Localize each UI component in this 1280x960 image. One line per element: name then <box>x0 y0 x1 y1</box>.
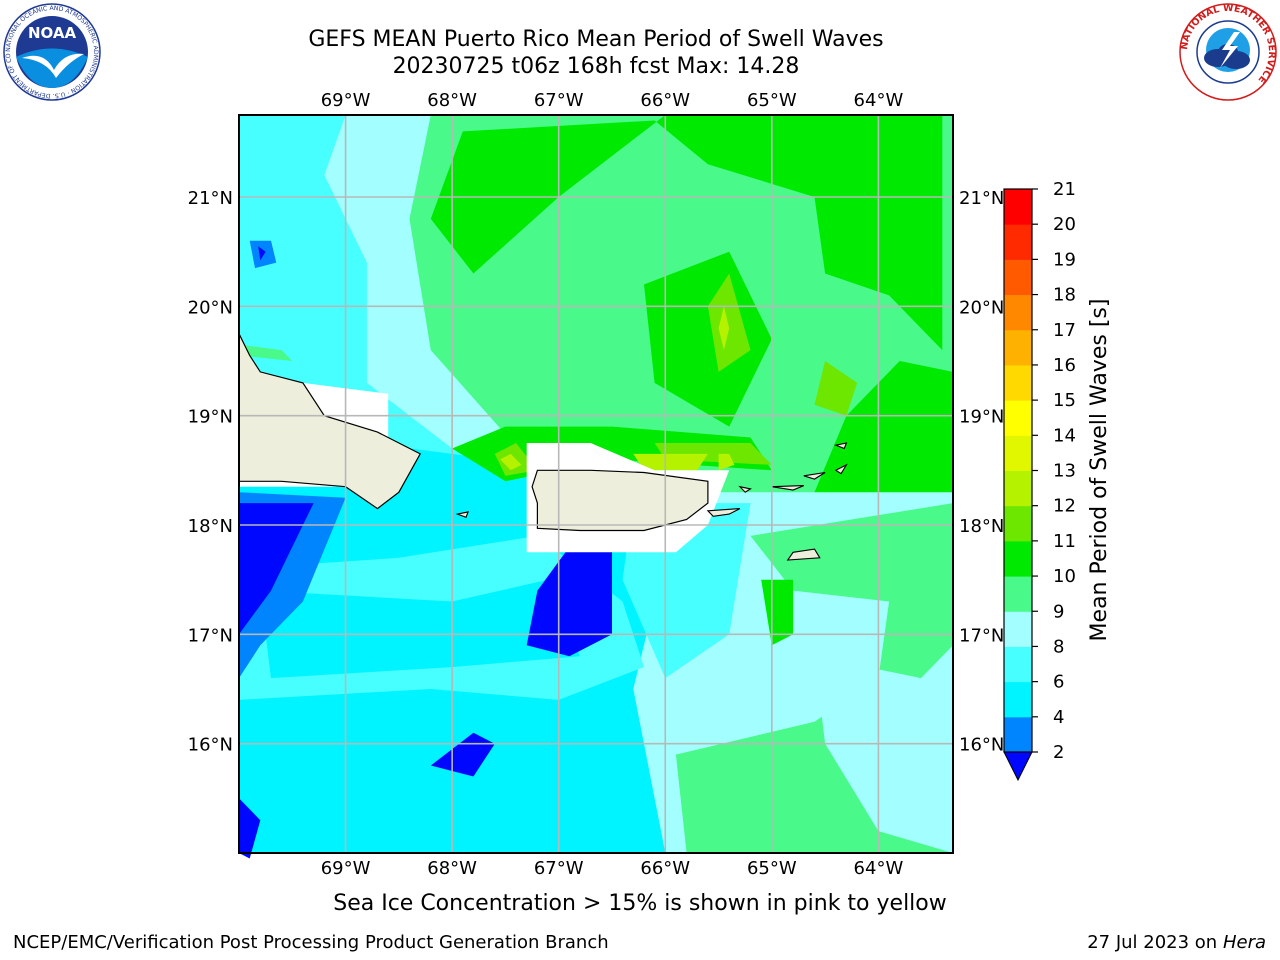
band-13-14-a <box>718 306 730 351</box>
colorbar-tick-label: 18 <box>1053 285 1076 306</box>
land-island-3 <box>771 485 805 491</box>
colorbar-tick-label: 10 <box>1053 566 1076 587</box>
lat-label-right: 18°N <box>959 516 1004 537</box>
lat-label-left: 19°N <box>188 407 233 428</box>
colorbar-tick-label: 8 <box>1053 636 1064 657</box>
colorbar-tick-label: 17 <box>1053 320 1076 341</box>
colorbar-tick-label: 15 <box>1053 390 1076 411</box>
colorbar-segment <box>1004 505 1032 542</box>
land-island-6 <box>834 463 848 475</box>
lat-label-left: 16°N <box>188 735 233 756</box>
colorbar-segment <box>1004 364 1032 401</box>
colorbar-segment <box>1004 576 1032 612</box>
lon-label-top: 69°W <box>321 90 371 111</box>
colorbar-segment <box>1004 540 1032 577</box>
colorbar-segment <box>1004 681 1032 718</box>
band-2-4-west-strip <box>239 503 314 635</box>
lat-label-left: 21°N <box>188 188 233 209</box>
band-12-13-d <box>814 361 858 416</box>
lon-label-bottom: 67°W <box>534 858 584 879</box>
land-island-0 <box>455 511 469 519</box>
lat-label-right: 17°N <box>959 625 1004 646</box>
lat-label-right: 20°N <box>959 297 1004 318</box>
land-island-2 <box>738 485 752 493</box>
band-9-10-southeast-inner <box>814 645 953 853</box>
colorbar-tick-label: 4 <box>1053 707 1064 728</box>
band-2-4-west <box>258 246 266 261</box>
colorbar-tick-label: 12 <box>1053 496 1076 517</box>
colorbar-tick-label: 20 <box>1053 214 1076 235</box>
lat-label-right: 19°N <box>959 407 1004 428</box>
land-island-4 <box>803 471 826 480</box>
colorbar-segment <box>1004 646 1032 683</box>
map-frame <box>238 114 954 854</box>
colorbar-segment <box>1004 716 1032 753</box>
footer-date: 27 Jul 2023 on Hera <box>1087 932 1266 953</box>
colorbar-tick-label: 13 <box>1053 461 1076 482</box>
axis-labels: 69°W 69°W 68°W 68°W 67°W 67°W 66°W 66°W 65°W 65°W… <box>188 90 1005 879</box>
band-13-14-b <box>633 453 708 471</box>
band-6-8-southwest-core <box>260 579 580 679</box>
colorbar-tick-label: 9 <box>1053 601 1064 622</box>
footer-date-text: 27 Jul 2023 on <box>1087 932 1223 953</box>
sea-ice-note: Sea Ice Concentration > 15% is shown in … <box>333 891 947 916</box>
lon-label-top: 67°W <box>534 90 584 111</box>
colorbar-segment <box>1004 435 1032 471</box>
colorbar-tick-label: 6 <box>1053 672 1064 693</box>
lon-label-top: 65°W <box>747 90 797 111</box>
footer-host: Hera <box>1222 932 1266 953</box>
colorbar: 2 4 6 8 9 10 11 12 13 14 15 16 17 18 19 20 21 Mean Period… <box>1003 179 1112 782</box>
lon-label-top: 64°W <box>854 90 904 111</box>
noaa-logo-text: NOAA <box>28 24 77 42</box>
band-11-12-central <box>644 251 772 427</box>
colorbar-extend-arrow <box>1003 751 1033 782</box>
colorbar-tick-label: 2 <box>1053 742 1064 763</box>
band-13-14-c <box>500 453 522 471</box>
lat-label-right: 21°N <box>959 188 1004 209</box>
land-island-5 <box>786 548 821 561</box>
colorbar-label: Mean Period of Swell Waves [s] <box>1087 299 1112 642</box>
colorbar-segment <box>1004 294 1032 331</box>
nws-logo-icon: NATIONAL WEATHER SERVICE <box>1179 3 1277 101</box>
lon-label-top: 68°W <box>427 90 477 111</box>
band-2-4-south-pr <box>526 546 612 657</box>
band-13-14-d <box>718 453 735 471</box>
colorbar-segment <box>1004 611 1032 647</box>
lat-label-right: 16°N <box>959 735 1004 756</box>
noaa-logo-icon: NATIONAL OCEANIC AND ATMOSPHERIC ADMINIS… <box>2 2 101 101</box>
colorbar-tick-label: 14 <box>1053 425 1076 446</box>
map-title: GEFS MEAN Puerto Rico Mean Period of Swe… <box>308 27 884 52</box>
colorbar-segment <box>1004 189 1032 225</box>
footer-credit: NCEP/EMC/Verification Post Processing Pr… <box>13 932 609 953</box>
colorbar-segment <box>1004 259 1032 296</box>
colorbar-segment <box>1004 470 1032 507</box>
colorbar-tick-label: 16 <box>1053 355 1076 376</box>
graticule <box>239 115 953 853</box>
lon-label-bottom: 69°W <box>321 858 371 879</box>
lat-label-left: 17°N <box>188 625 233 646</box>
land-island-1 <box>706 508 741 517</box>
lat-label-left: 20°N <box>188 297 233 318</box>
band-2-4-southwest <box>239 798 261 859</box>
lon-label-bottom: 68°W <box>427 858 477 879</box>
colorbar-tick-label: 21 <box>1053 179 1076 200</box>
band-12-13-a <box>707 273 751 372</box>
lat-label-left: 18°N <box>188 516 233 537</box>
colorbar-segment <box>1004 400 1032 436</box>
lon-label-bottom: 65°W <box>747 858 797 879</box>
lon-label-bottom: 66°W <box>640 858 690 879</box>
colorbar-segment <box>1004 329 1032 366</box>
band-11-12-southeast <box>761 579 794 646</box>
colorbar-tick-label: 11 <box>1053 531 1076 552</box>
colorbar-segment <box>1004 224 1032 260</box>
land-hispaniola <box>238 333 422 510</box>
lon-label-top: 66°W <box>640 90 690 111</box>
land-island-7 <box>833 442 848 450</box>
map-subtitle: 20230725 t06z 168h fcst Max: 14.28 <box>392 54 800 79</box>
lon-label-bottom: 64°W <box>854 858 904 879</box>
band-10-11-west <box>239 344 293 361</box>
colorbar-tick-label: 19 <box>1053 249 1076 270</box>
